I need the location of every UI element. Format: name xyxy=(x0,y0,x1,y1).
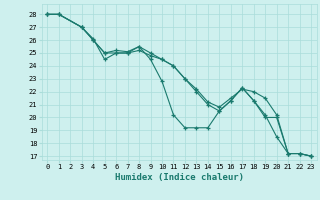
X-axis label: Humidex (Indice chaleur): Humidex (Indice chaleur) xyxy=(115,173,244,182)
